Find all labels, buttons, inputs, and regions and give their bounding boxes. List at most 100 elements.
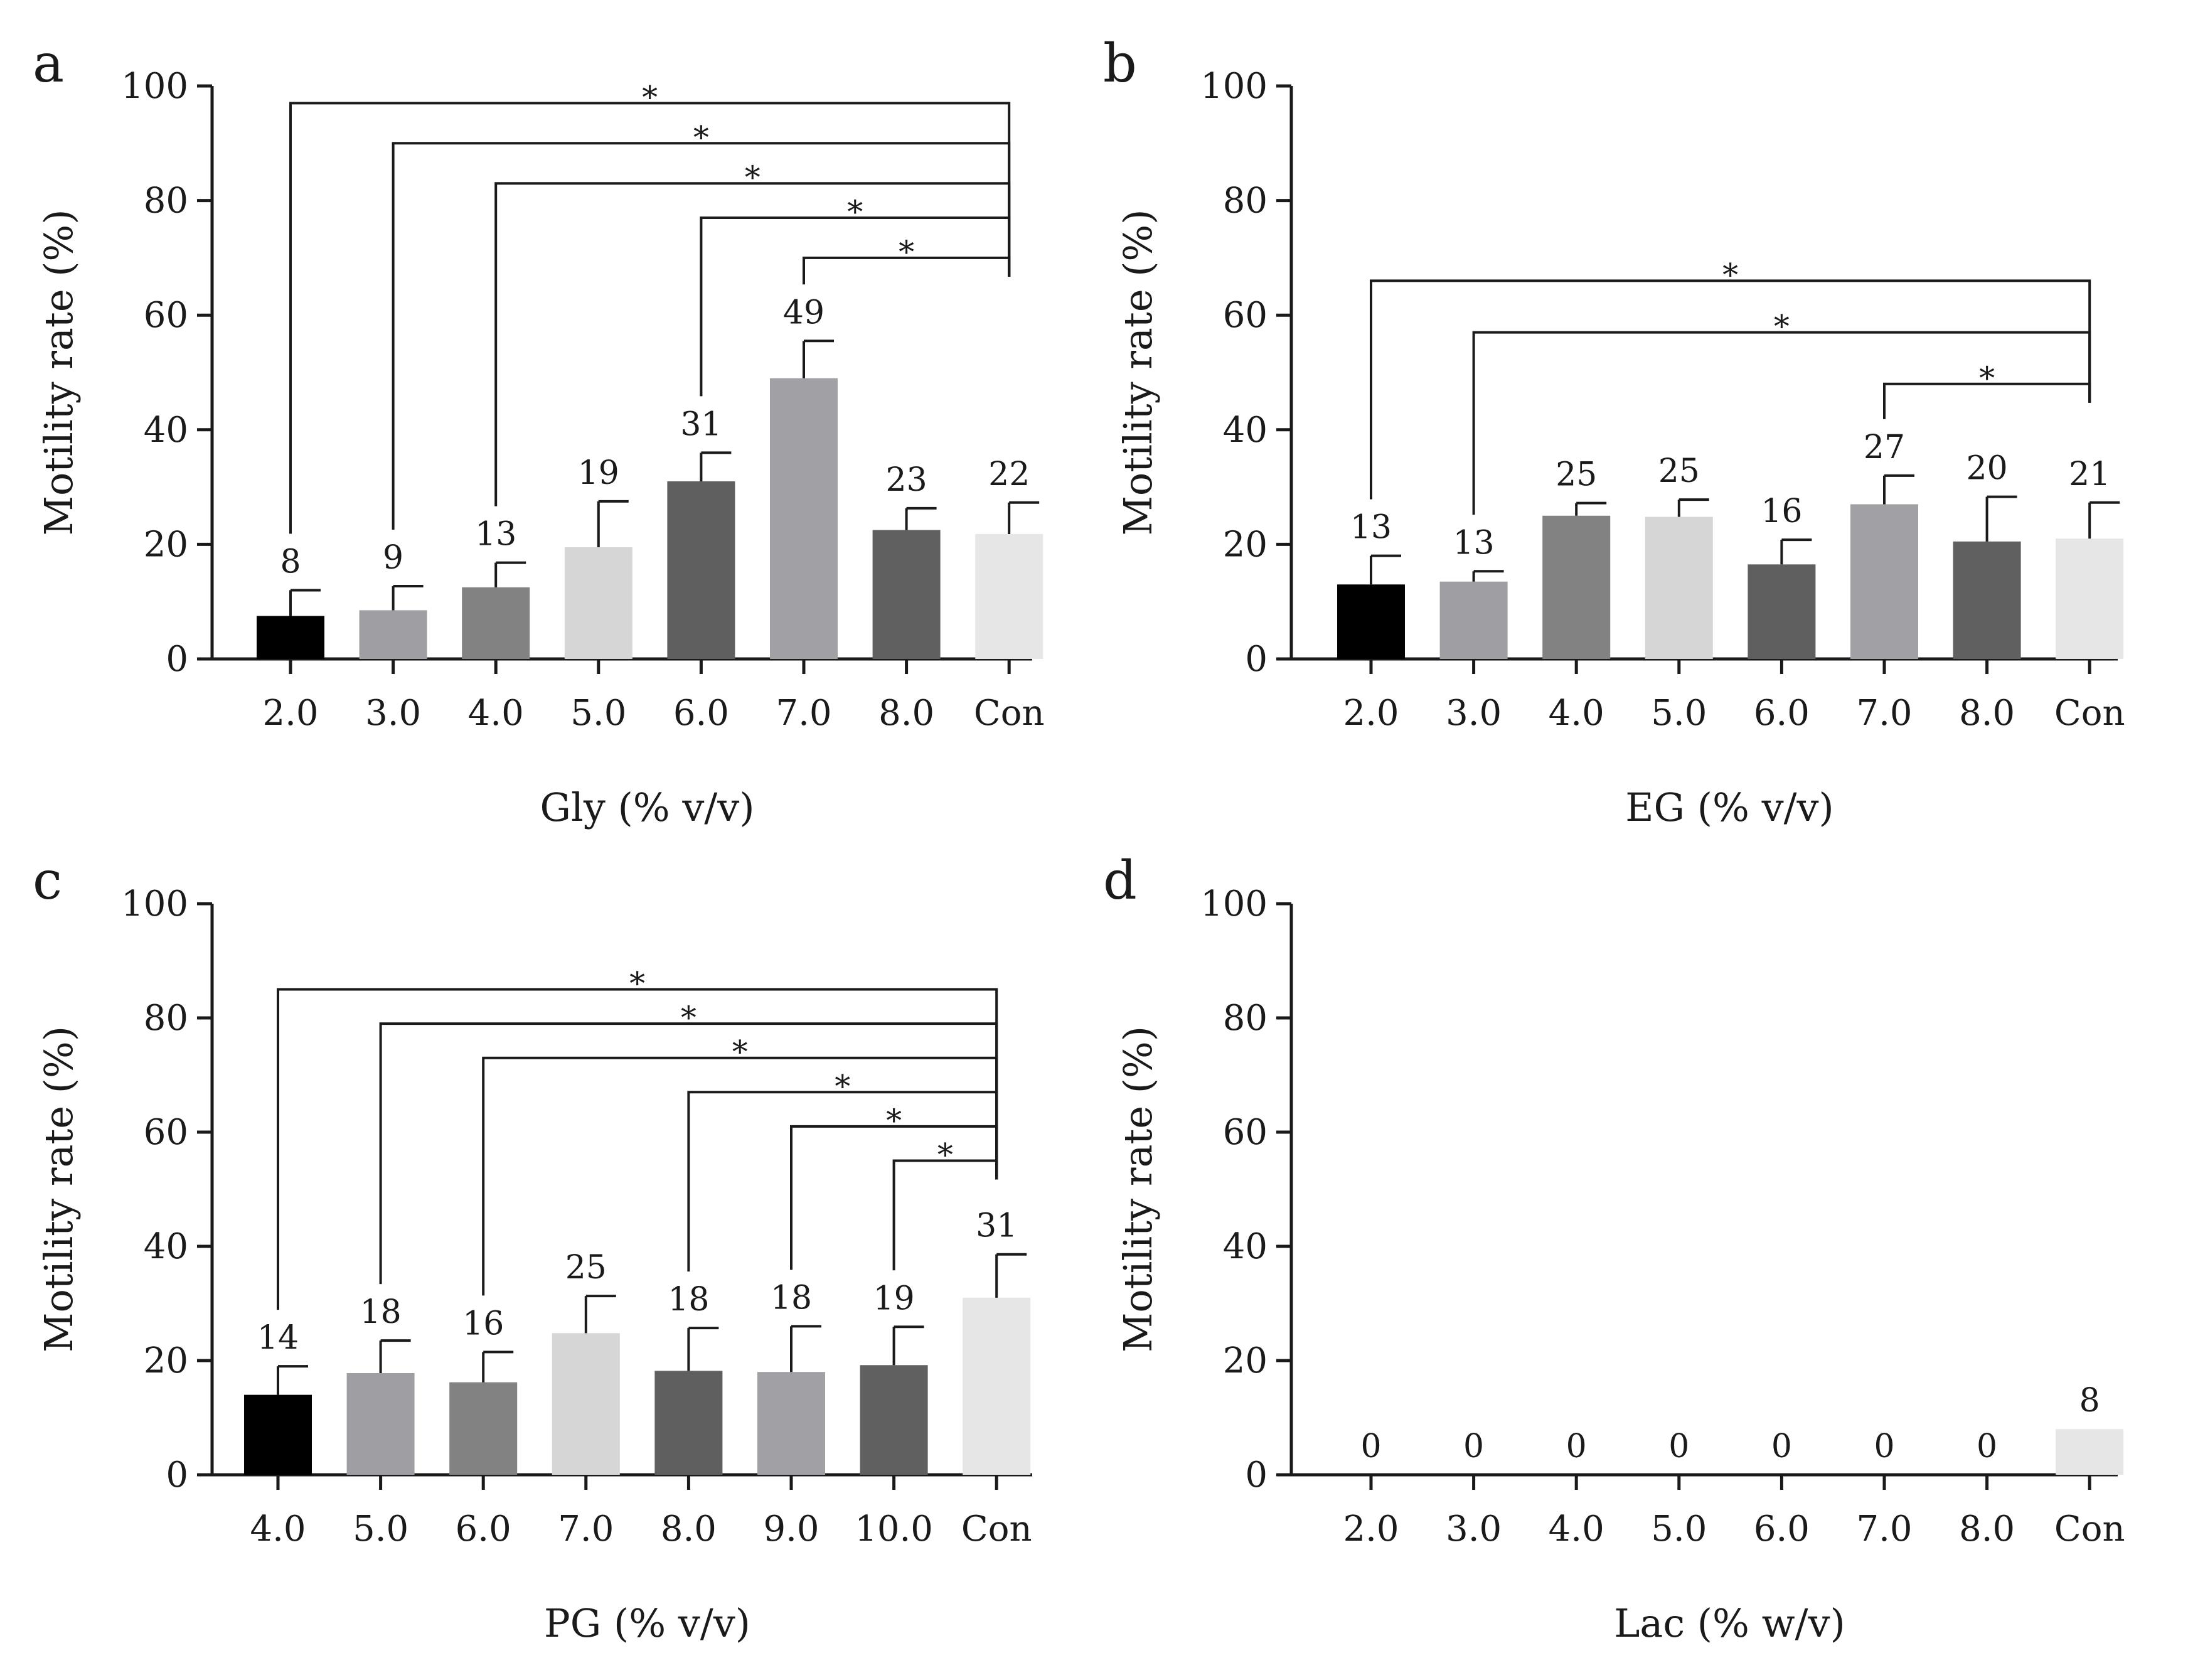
x-tick-label: 3.0 [1446, 1509, 1502, 1549]
significance-star: * [835, 1068, 850, 1105]
significance-bracket [892, 1159, 998, 1271]
x-tick-label: 5.0 [570, 693, 626, 734]
bar [1542, 515, 1611, 659]
significance-bracket [700, 216, 1011, 397]
x-tick-label: 6.0 [1754, 693, 1810, 734]
y-tick-label: 0 [166, 639, 188, 680]
panel-a: a 0 20 40 60 80 100 Motility rate (%) Gly (% v/v… [33, 33, 1045, 830]
bar [963, 1297, 1031, 1475]
bar [346, 1373, 415, 1475]
bar [564, 547, 632, 659]
y-tick-label: 100 [121, 66, 188, 107]
panel-letter: d [1103, 850, 1137, 911]
panel-b: b 0 20 40 60 80 100 Motility rate (%) EG (% v/v)… [1103, 33, 2125, 830]
bar [1337, 584, 1405, 659]
y-tick-label: 80 [144, 181, 188, 222]
x-axis-title: PG (% v/v) [544, 1600, 750, 1646]
data-label: 18 [668, 1281, 709, 1319]
bar [1953, 541, 2021, 659]
significance-star: * [847, 194, 863, 230]
x-tick-label: 6.0 [673, 693, 729, 734]
x-tick-label: 5.0 [353, 1509, 408, 1549]
bar [770, 378, 838, 659]
x-tick-label: 4.0 [468, 693, 524, 734]
x-axis-title: Lac (% w/v) [1614, 1600, 1845, 1646]
panel-c: c 0 20 40 60 80 100 Motility rate (%) PG (% v/v)… [33, 850, 1032, 1646]
x-tick-label: 8.0 [661, 1509, 717, 1549]
y-tick-label: 100 [121, 884, 188, 924]
bar [872, 530, 941, 659]
significance-star: * [745, 159, 760, 196]
x-tick-label: 7.0 [776, 693, 831, 734]
x-tick-label: 6.0 [1754, 1509, 1810, 1549]
data-label: 18 [360, 1293, 402, 1331]
data-label: 0 [1463, 1428, 1484, 1465]
significance-bracket [482, 1056, 998, 1296]
data-label: 20 [1967, 450, 2008, 488]
y-tick-label: 40 [1223, 1226, 1267, 1267]
x-tick-label: 10.0 [855, 1509, 933, 1549]
bar [860, 1365, 928, 1475]
bar [244, 1394, 312, 1475]
data-label: 0 [1668, 1428, 1689, 1465]
data-label: 23 [886, 461, 927, 499]
data-label: 25 [1658, 452, 1700, 490]
x-axis-title: Gly (% v/v) [540, 784, 754, 830]
x-tick-label: 7.0 [1856, 1509, 1912, 1549]
significance-star: * [1722, 257, 1738, 293]
x-tick-label: 7.0 [558, 1509, 614, 1549]
x-tick-label: 9.0 [763, 1509, 819, 1549]
significance-star: * [1774, 309, 1790, 345]
significance-bracket [494, 182, 1011, 506]
y-axis-title: Motility rate (%) [36, 209, 82, 535]
data-label: 31 [680, 405, 722, 443]
x-tick-label: Con [2054, 1509, 2125, 1549]
significance-bracket [1472, 331, 2091, 515]
data-label: 0 [1874, 1428, 1894, 1465]
bar [2056, 1429, 2124, 1475]
bar [975, 533, 1043, 659]
data-label: 13 [1453, 524, 1495, 562]
significance-bracket [803, 256, 1011, 285]
y-tick-label: 80 [144, 998, 188, 1039]
data-label: 16 [462, 1305, 504, 1342]
x-tick-label: Con [974, 693, 1045, 734]
y-axis-title: Motility rate (%) [1115, 1026, 1161, 1352]
bar [359, 610, 427, 659]
data-label: 8 [2079, 1382, 2100, 1420]
bar [462, 587, 530, 659]
y-tick-label: 60 [1223, 295, 1267, 336]
x-tick-label: 2.0 [262, 693, 318, 734]
y-tick-label: 20 [1223, 1340, 1267, 1381]
data-label: 21 [2069, 456, 2110, 493]
bar [449, 1382, 518, 1475]
data-label: 14 [257, 1319, 299, 1357]
x-axis-title: EG (% v/v) [1625, 784, 1833, 830]
panel-letter: c [33, 850, 62, 911]
bar [257, 616, 324, 659]
data-label: 0 [1771, 1428, 1792, 1465]
significance-bracket [1883, 382, 2091, 419]
y-tick-label: 100 [1200, 884, 1267, 924]
y-tick-label: 20 [1223, 524, 1267, 565]
bar [667, 481, 735, 659]
y-tick-label: 20 [144, 524, 188, 565]
data-label: 25 [565, 1249, 607, 1287]
significance-star: * [681, 1000, 696, 1036]
x-tick-label: Con [961, 1509, 1032, 1549]
significance-star: * [693, 119, 709, 156]
data-label: 16 [1761, 493, 1802, 530]
bar [1748, 564, 1816, 659]
significance-star: * [732, 1034, 748, 1071]
y-tick-label: 0 [1245, 1455, 1267, 1495]
x-tick-label: 5.0 [1651, 1509, 1707, 1549]
significance-star: * [642, 79, 658, 115]
bar [654, 1371, 723, 1475]
data-label: 0 [1977, 1428, 1997, 1465]
y-tick-label: 100 [1200, 66, 1267, 107]
y-tick-label: 0 [166, 1455, 188, 1495]
data-label: 13 [1350, 509, 1392, 547]
significance-star: * [899, 234, 914, 270]
x-tick-label: 2.0 [1343, 1509, 1399, 1549]
